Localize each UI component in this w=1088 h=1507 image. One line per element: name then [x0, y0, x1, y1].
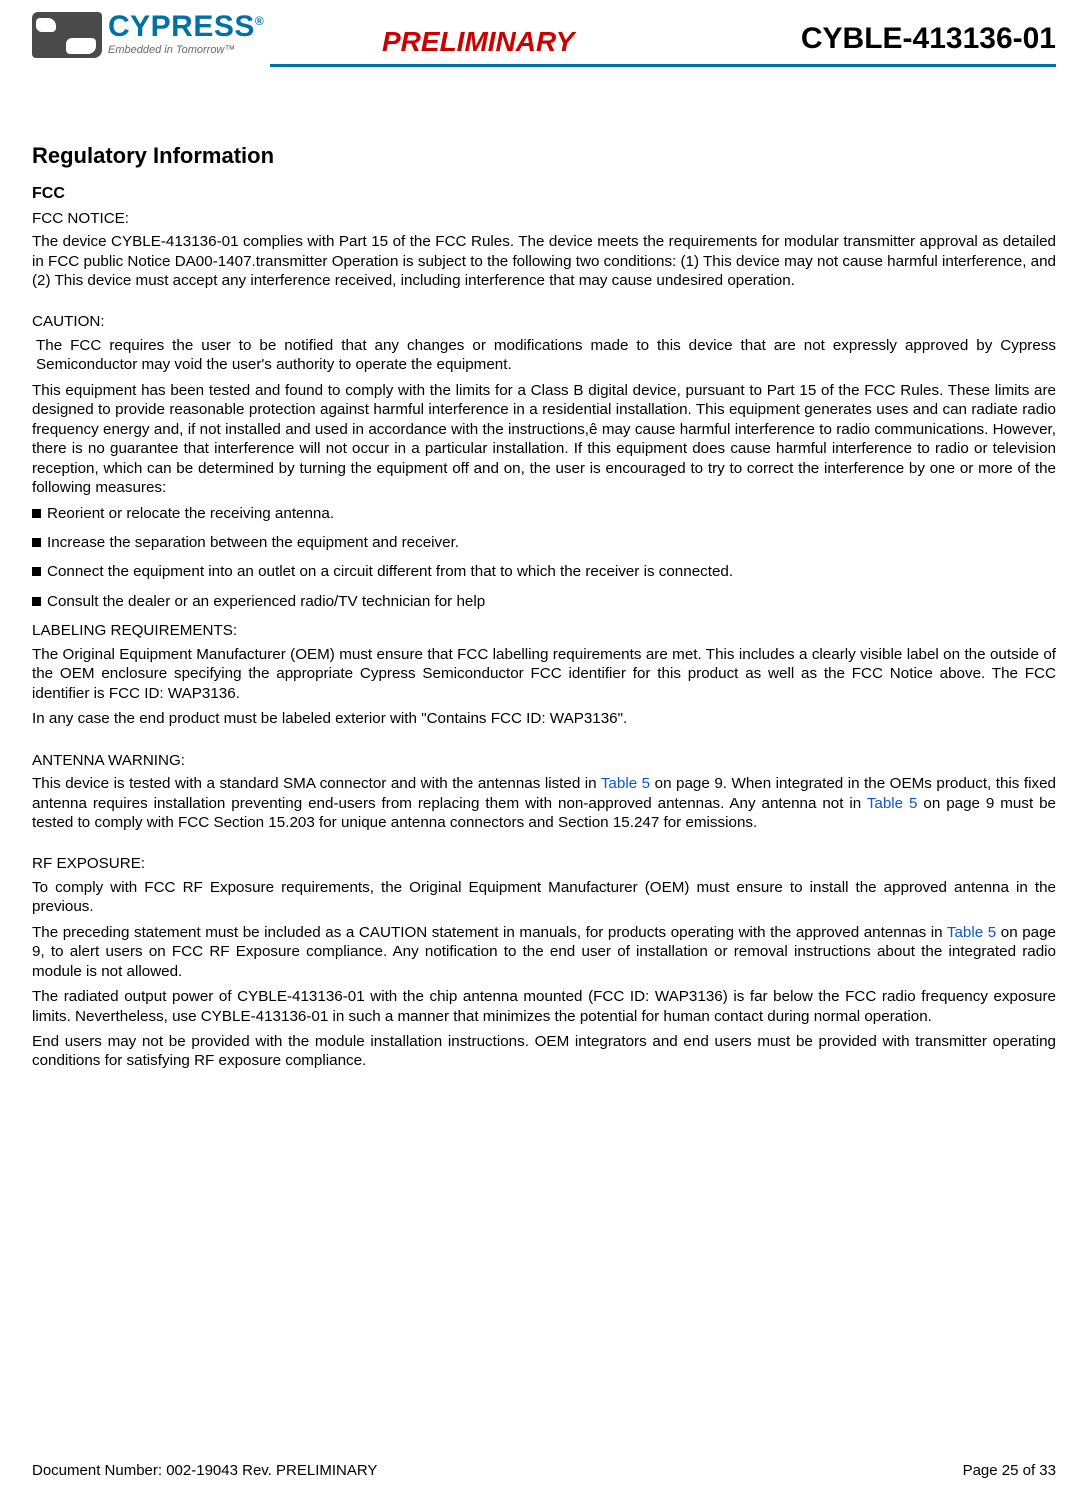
- content: Regulatory Information FCC FCC NOTICE: T…: [32, 142, 1056, 1071]
- bullet-icon: [32, 538, 41, 547]
- bullet-text: Reorient or relocate the receiving anten…: [47, 505, 334, 522]
- logo-brand-text: CYPRESS: [108, 10, 255, 43]
- caution-p1: The FCC requires the user to be notified…: [32, 336, 1056, 375]
- antenna-body: This device is tested with a standard SM…: [32, 774, 1056, 832]
- page-header: CYPRESS® Embedded in Tomorrow™ PRELIMINA…: [32, 12, 1056, 90]
- antenna-label: ANTENNA WARNING:: [32, 751, 1056, 770]
- preliminary-watermark: PRELIMINARY: [382, 26, 574, 58]
- rf-p2-pre: The preceding statement must be included…: [32, 924, 947, 941]
- fcc-heading: FCC: [32, 184, 1056, 204]
- logo-brand: CYPRESS®: [108, 12, 264, 42]
- table5-link[interactable]: Table 5: [947, 924, 996, 941]
- page-number: Page 25 of 33: [963, 1462, 1056, 1479]
- section-title: Regulatory Information: [32, 142, 1056, 170]
- bullet-text: Connect the equipment into an outlet on …: [47, 563, 733, 580]
- list-item: Reorient or relocate the receiving anten…: [32, 504, 1056, 523]
- antenna-pre1: This device is tested with a standard SM…: [32, 775, 601, 792]
- doc-number: Document Number: 002-19043 Rev. PRELIMIN…: [32, 1462, 377, 1479]
- rf-p4: End users may not be provided with the m…: [32, 1032, 1056, 1071]
- labeling-label: LABELING REQUIREMENTS:: [32, 621, 1056, 640]
- logo-block: CYPRESS® Embedded in Tomorrow™: [32, 12, 264, 58]
- rf-p2: The preceding statement must be included…: [32, 923, 1056, 981]
- labeling-p2: In any case the end product must be labe…: [32, 709, 1056, 728]
- bullet-text: Consult the dealer or an experienced rad…: [47, 593, 485, 610]
- list-item: Consult the dealer or an experienced rad…: [32, 592, 1056, 611]
- labeling-p1: The Original Equipment Manufacturer (OEM…: [32, 645, 1056, 703]
- list-item: Increase the separation between the equi…: [32, 533, 1056, 552]
- header-rule: [270, 64, 1056, 67]
- logo-reg-mark: ®: [255, 14, 264, 28]
- interference-measures-list: Reorient or relocate the receiving anten…: [32, 504, 1056, 612]
- bullet-icon: [32, 509, 41, 518]
- caution-label: CAUTION:: [32, 312, 1056, 331]
- rf-p3: The radiated output power of CYBLE-41313…: [32, 987, 1056, 1026]
- table5-link[interactable]: Table 5: [601, 775, 650, 792]
- list-item: Connect the equipment into an outlet on …: [32, 562, 1056, 581]
- bullet-text: Increase the separation between the equi…: [47, 534, 459, 551]
- rf-label: RF EXPOSURE:: [32, 854, 1056, 873]
- caution-p2: This equipment has been tested and found…: [32, 381, 1056, 498]
- table5-link[interactable]: Table 5: [867, 795, 918, 812]
- page-footer: Document Number: 002-19043 Rev. PRELIMIN…: [32, 1462, 1056, 1479]
- fcc-notice-label: FCC NOTICE:: [32, 209, 1056, 228]
- fcc-notice-body: The device CYBLE-413136-01 complies with…: [32, 232, 1056, 290]
- bullet-icon: [32, 567, 41, 576]
- rf-p1: To comply with FCC RF Exposure requireme…: [32, 878, 1056, 917]
- logo-tagline: Embedded in Tomorrow™: [108, 44, 264, 56]
- part-number: CYBLE-413136-01: [801, 22, 1056, 56]
- logo-map-icon: [32, 12, 102, 58]
- bullet-icon: [32, 597, 41, 606]
